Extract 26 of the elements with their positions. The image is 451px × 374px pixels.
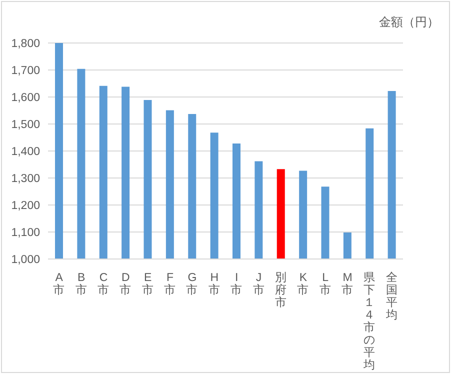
y-tick-label: 1,400: [11, 146, 40, 158]
x-tick-label: 別府市: [274, 271, 287, 309]
y-tick-label: 1,500: [11, 119, 40, 132]
x-tick-label: 全国平均: [384, 271, 398, 322]
y-tick-label: 1,100: [11, 227, 40, 240]
x-tick-label: I市: [230, 272, 243, 296]
x-tick-label: G市: [186, 272, 198, 296]
x-tick-label: 県下１４市の平均: [362, 271, 376, 372]
y-tick-label: 1,200: [11, 200, 40, 212]
x-tick-label: F市: [164, 272, 176, 296]
x-tick-label: E市: [142, 272, 154, 296]
x-tick-label: A市: [53, 272, 66, 296]
y-tick-label: 1,800: [11, 38, 40, 50]
x-tick-label: L市: [319, 272, 332, 296]
x-tick-label: K市: [297, 272, 310, 296]
x-tick-label: H市: [208, 272, 220, 296]
y-tick-label: 1,000: [11, 254, 40, 266]
y-axis-title: 金額（円）: [379, 14, 439, 31]
x-tick-label: D市: [120, 272, 132, 296]
y-tick-label: 1,600: [11, 92, 40, 104]
x-tick-label: J市: [252, 272, 265, 296]
x-tick-label: M市: [342, 272, 354, 296]
x-tick-label: B市: [75, 272, 88, 296]
y-tick-label: 1,700: [11, 65, 40, 78]
x-tick-label: C市: [97, 272, 110, 296]
y-tick-label: 1,300: [11, 173, 40, 186]
